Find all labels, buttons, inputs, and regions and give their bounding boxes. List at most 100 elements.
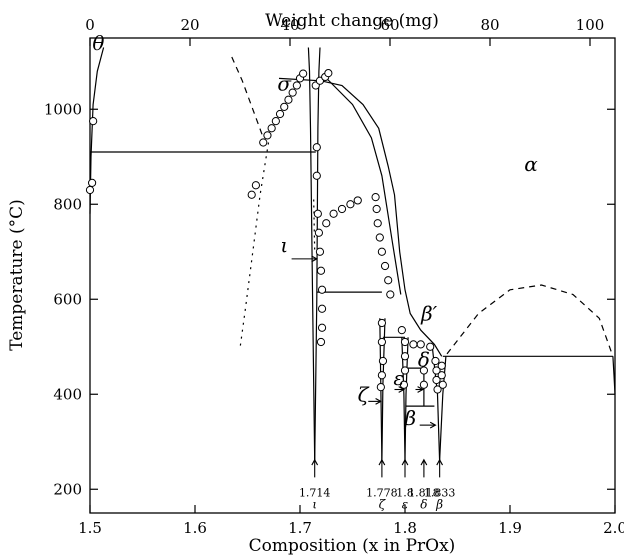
x-tick-label: 1.5 [78, 519, 102, 537]
alpha-right-edge [612, 356, 616, 395]
data-point [438, 380, 447, 389]
epsilon-up-arrow-head [401, 458, 409, 466]
data-point [89, 117, 98, 126]
iota-arrow-head [311, 255, 318, 263]
data-point [397, 326, 406, 335]
bottom-axis-title: Composition (x in PrOx) [249, 536, 456, 556]
data-point [299, 69, 308, 78]
data-point [316, 337, 326, 347]
phase-label: ζ [358, 382, 370, 406]
data-point [324, 69, 333, 78]
data-point [426, 342, 435, 351]
phase-label: β′ [420, 302, 438, 326]
data-point [419, 380, 428, 389]
composition-phase: ζ [379, 497, 387, 511]
delta-up-arrow-head [420, 458, 428, 466]
y-tick-label: 400 [53, 385, 82, 403]
zeta-arrow-head [375, 398, 382, 405]
data-point [377, 318, 386, 328]
x-tick-label: 1.8 [393, 519, 417, 537]
x2-tick-label: 40 [280, 16, 299, 34]
data-point [373, 219, 382, 228]
data-point [259, 138, 268, 147]
plot-frame [89, 37, 616, 514]
phase-label: α [524, 152, 538, 176]
theta-boundary [89, 47, 105, 214]
phase-label: σ [277, 71, 292, 95]
data-point [377, 337, 386, 347]
sigma-dotted [239, 142, 270, 347]
beta-right [439, 356, 447, 461]
x2-tick-label: 20 [180, 16, 199, 34]
data-point [251, 181, 260, 190]
data-point [267, 124, 276, 133]
composition-value: 1.833 [424, 486, 456, 499]
zeta-up-arrow-head [378, 458, 386, 466]
data-point [386, 290, 395, 299]
x-tick-label: 1.9 [498, 519, 522, 537]
iota-up-arrow-head [311, 458, 319, 466]
y-tick-label: 600 [53, 290, 82, 308]
data-point [409, 340, 418, 349]
data-point [437, 371, 446, 380]
composition-value: 1.778 [366, 486, 398, 499]
x-tick-label: 1.7 [288, 519, 312, 537]
x2-tick-label: 0 [85, 16, 95, 34]
y-tick-label: 200 [53, 480, 82, 498]
data-point [432, 366, 441, 375]
data-point [317, 323, 327, 332]
data-point [399, 380, 409, 389]
data-point [419, 366, 428, 375]
delta-arrow-head [417, 386, 424, 393]
data-point [377, 371, 386, 380]
miscibility-dome [446, 284, 614, 357]
data-point [384, 276, 393, 285]
data-point [377, 247, 386, 256]
data-point [346, 200, 355, 209]
data-point [329, 209, 338, 218]
x-tick-label: 2.0 [603, 519, 624, 537]
data-point [322, 219, 331, 228]
y-tick-label: 1000 [44, 100, 82, 118]
data-point [88, 178, 97, 187]
data-point [372, 204, 381, 214]
data-point [271, 117, 280, 126]
data-point [437, 361, 446, 370]
epsilon-arrow-head [398, 386, 406, 393]
composition-value: 1.8 [396, 486, 414, 499]
phase-boundaries [89, 47, 616, 478]
phase-label: ι [280, 233, 288, 257]
x2-tick-label: 100 [576, 16, 605, 34]
data-point [376, 383, 385, 392]
composition-phase: δ [420, 497, 427, 511]
composition-phase: ε [402, 497, 408, 511]
data-point [375, 233, 384, 242]
sigma-dashed [231, 56, 264, 139]
y-tick-label: 800 [53, 195, 82, 213]
data-point [431, 356, 440, 366]
data-point [316, 266, 326, 275]
phase-label: δ [418, 348, 430, 372]
data-point [353, 196, 362, 205]
iota-left [307, 47, 316, 461]
data-point [312, 143, 321, 152]
data-point [432, 375, 441, 385]
x-tick-label: 1.6 [183, 519, 207, 537]
composition-value: 1.714 [299, 486, 331, 499]
beta-up-arrow-head [436, 458, 444, 466]
data-point [312, 171, 321, 180]
data-point [317, 285, 327, 294]
y-axis-title: Temperature (°C) [7, 199, 27, 351]
data-point [317, 304, 327, 313]
data-point [380, 261, 390, 271]
data-point [400, 337, 410, 347]
iota-dotted [313, 199, 316, 252]
data-point [85, 185, 95, 195]
composition-phase: ι [312, 497, 317, 511]
data-point [280, 102, 289, 111]
data-point [263, 131, 272, 140]
data-point [400, 366, 410, 375]
data-point [416, 340, 425, 349]
x2-tick-label: 60 [380, 16, 399, 34]
